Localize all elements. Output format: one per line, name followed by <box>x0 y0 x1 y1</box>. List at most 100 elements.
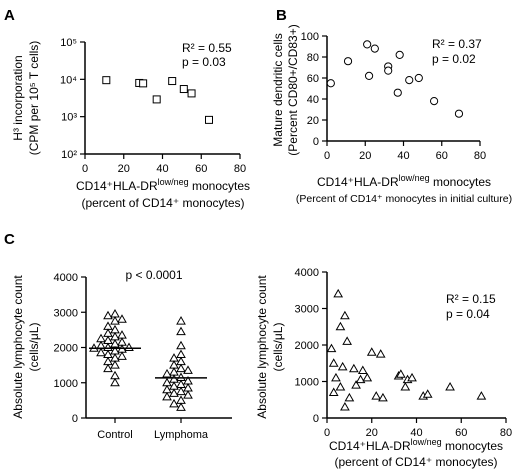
chart-b: 0 20 40 60 80 100 0 20 40 60 80 Mature dendritic c… <box>271 24 512 205</box>
data-point-c2 <box>344 392 355 402</box>
y-tick-label-a: 10⁴ <box>60 74 77 86</box>
data-point-c1 <box>96 333 106 343</box>
data-point-c1 <box>183 365 193 374</box>
y-axis-label-a-line1: H³ incorporation <box>11 55 25 140</box>
x-tick-label-b: 80 <box>474 150 486 162</box>
data-point-c2 <box>395 369 406 378</box>
data-point-c1 <box>110 377 120 387</box>
data-point-c2 <box>328 358 339 367</box>
y-axis-label-c1-line2: (cells/μL) <box>27 323 41 372</box>
y-tick-label-b: 60 <box>307 73 319 85</box>
data-point-c1 <box>103 310 113 320</box>
x-tick-label-c2: 80 <box>500 427 512 439</box>
p-annotation-c2: p = 0.04 <box>446 307 490 321</box>
x-tick-label-b: 40 <box>397 150 409 162</box>
panel-label-c: C <box>4 231 15 248</box>
x-tick-label-c2: 40 <box>410 427 422 439</box>
data-point-c1 <box>169 374 179 383</box>
data-point-a <box>139 79 148 88</box>
data-point-b <box>393 88 402 97</box>
data-point-c1 <box>96 347 106 357</box>
data-point-b <box>384 66 393 75</box>
x-tick-label-c2: 0 <box>324 427 330 439</box>
p-annotation-a: p = 0.03 <box>182 55 226 69</box>
panel-label-b: B <box>276 7 287 24</box>
x-tick-label-b: 60 <box>436 150 448 162</box>
data-point-c1 <box>103 363 113 373</box>
x-axis-label-c2-line1: CD14⁺HLA-DRlow/neg monocytes <box>329 437 503 453</box>
data-point-c2 <box>476 391 487 400</box>
data-point-c2 <box>342 336 352 345</box>
x-tick-label-b: 20 <box>359 150 371 162</box>
y-axis-label-b-line2: (Percent CD80+/CD83+) <box>286 24 300 155</box>
y-axis-label-c1-line1: Absolute lymphocyte count <box>11 275 25 419</box>
data-point-c2 <box>407 372 417 382</box>
data-point-c1 <box>117 337 127 346</box>
data-point-c1 <box>176 372 186 381</box>
data-point-c2 <box>335 381 346 391</box>
data-point-c1 <box>176 363 186 373</box>
data-point-c1 <box>110 360 120 369</box>
data-point-a <box>102 76 111 85</box>
data-point-b <box>395 50 404 60</box>
data-point-b <box>370 44 379 53</box>
data-point-c1 <box>176 340 186 350</box>
data-point-a <box>179 85 188 94</box>
data-point-a <box>152 95 161 104</box>
p-annotation-b: p = 0.02 <box>432 52 476 66</box>
x-axis-label-c2-line2: (percent of CD14⁺ monocytes) <box>334 455 497 469</box>
data-point-c1 <box>176 349 186 359</box>
data-point-c1 <box>162 368 172 378</box>
data-point-c1 <box>124 342 134 351</box>
data-point-b <box>363 40 372 49</box>
x-tick-label-a: 20 <box>118 163 130 175</box>
data-point-c2 <box>366 347 377 356</box>
x-axis-label-b-line1: CD14⁺HLA-DRlow/neg monocytes <box>317 173 491 189</box>
y-tick-label-c1: 2000 <box>54 343 78 355</box>
r2-annotation-b: R² = 0.37 <box>432 37 482 51</box>
x-axis-label-a-line2: (percent of CD14⁺ monocytes) <box>81 196 244 210</box>
data-point-c1 <box>176 402 186 411</box>
data-point-a <box>187 89 196 98</box>
data-point-b <box>414 73 423 83</box>
data-point-c2 <box>375 349 386 358</box>
y-tick-label-b: 0 <box>313 136 319 148</box>
x-tick-label-c1: Control <box>97 429 132 441</box>
data-point-c1 <box>162 391 172 401</box>
y-tick-label-b: 20 <box>307 115 319 127</box>
y-tick-label-c2: 3000 <box>295 304 319 316</box>
y-axis-label-c2-line2: (cells/μL) <box>271 323 285 372</box>
r2-annotation-a: R² = 0.55 <box>182 41 232 55</box>
y-tick-label-c1: 1000 <box>54 378 78 390</box>
y-tick-label-a: 10² <box>61 149 77 161</box>
data-point-c1 <box>103 321 113 330</box>
data-point-c1 <box>169 398 179 408</box>
chart-a: 10² 10³ 10⁴ 10⁵ 0 20 40 60 80 H³ incorporation (… <box>11 37 250 210</box>
data-point-c2 <box>340 310 350 320</box>
data-point-c2 <box>348 363 359 373</box>
x-tick-label-a: 0 <box>82 163 88 175</box>
data-point-c1 <box>176 326 186 336</box>
chart-c2: 0 1000 2000 3000 4000 0 20 40 60 80 Absolute lymp… <box>255 267 512 469</box>
data-point-c2 <box>351 380 361 389</box>
data-point-b <box>430 97 439 106</box>
x-tick-label-b: 0 <box>324 150 330 162</box>
data-point-c2 <box>340 402 350 411</box>
y-tick-label-c2: 0 <box>313 413 319 425</box>
y-tick-label-c2: 2000 <box>295 340 319 352</box>
data-point-c1 <box>117 314 127 323</box>
y-axis-label-a-line2: (CPM per 10⁵ T cells) <box>27 41 41 156</box>
data-point-c2 <box>328 387 339 396</box>
x-tick-label-a: 60 <box>195 163 207 175</box>
data-point-c1 <box>176 316 186 325</box>
data-point-c2 <box>355 374 366 384</box>
data-point-a <box>205 115 213 124</box>
data-point-c1 <box>176 386 186 396</box>
data-point-c2 <box>362 372 373 382</box>
data-point-c2 <box>378 392 388 402</box>
panel-label-a: A <box>4 7 15 24</box>
data-point-c1 <box>176 395 186 404</box>
x-axis-label-b-line2: (Percent of CD14⁺ monocytes in initial c… <box>296 193 512 205</box>
data-point-c1 <box>117 330 127 339</box>
x-tick-label-a: 80 <box>234 163 246 175</box>
